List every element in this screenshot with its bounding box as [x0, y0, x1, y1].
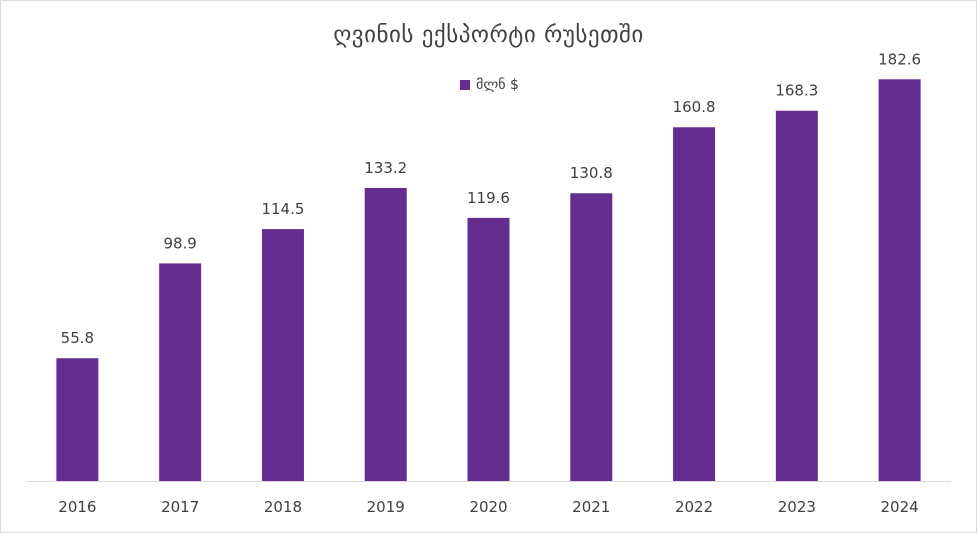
data-label-2021: 130.8	[570, 164, 613, 182]
x-tick-label-2016: 2016	[58, 498, 96, 516]
data-label-2020: 119.6	[467, 189, 510, 207]
bar-2024	[878, 79, 921, 481]
legend-swatch	[460, 80, 470, 90]
bar-2017	[159, 263, 202, 481]
x-tick-label-2024: 2024	[881, 498, 919, 516]
bar-2021	[570, 193, 613, 482]
x-tick-label-2023: 2023	[778, 498, 816, 516]
chart-title: ღვინის ექსპორტი რუსეთში	[333, 22, 644, 48]
bar-2020	[467, 217, 510, 481]
data-label-2022: 160.8	[673, 98, 716, 116]
bars-group	[56, 79, 921, 482]
x-tick-label-2019: 2019	[367, 498, 405, 516]
legend: მლნ $	[460, 77, 519, 93]
data-label-2017: 98.9	[163, 234, 196, 252]
data-label-2016: 55.8	[61, 329, 94, 347]
data-label-2018: 114.5	[261, 200, 304, 218]
bar-2018	[261, 229, 304, 481]
data-label-2023: 168.3	[775, 82, 818, 100]
bar-2016	[56, 358, 99, 481]
legend-label: მლნ $	[476, 77, 519, 93]
x-tick-label-2020: 2020	[469, 498, 507, 516]
bar-2022	[673, 127, 716, 482]
x-tick-label-2022: 2022	[675, 498, 713, 516]
bar-2023	[775, 110, 818, 482]
x-tick-label-2017: 2017	[161, 498, 199, 516]
bar-2019	[364, 187, 407, 481]
x-tick-label-2021: 2021	[572, 498, 610, 516]
data-label-2024: 182.6	[878, 50, 921, 68]
x-tick-label-2018: 2018	[264, 498, 302, 516]
data-label-2019: 133.2	[364, 159, 407, 177]
labels-group: 55.8 2016 98.9 2017 114.5 2018 133.2 2019 119.6 2…	[58, 50, 921, 516]
